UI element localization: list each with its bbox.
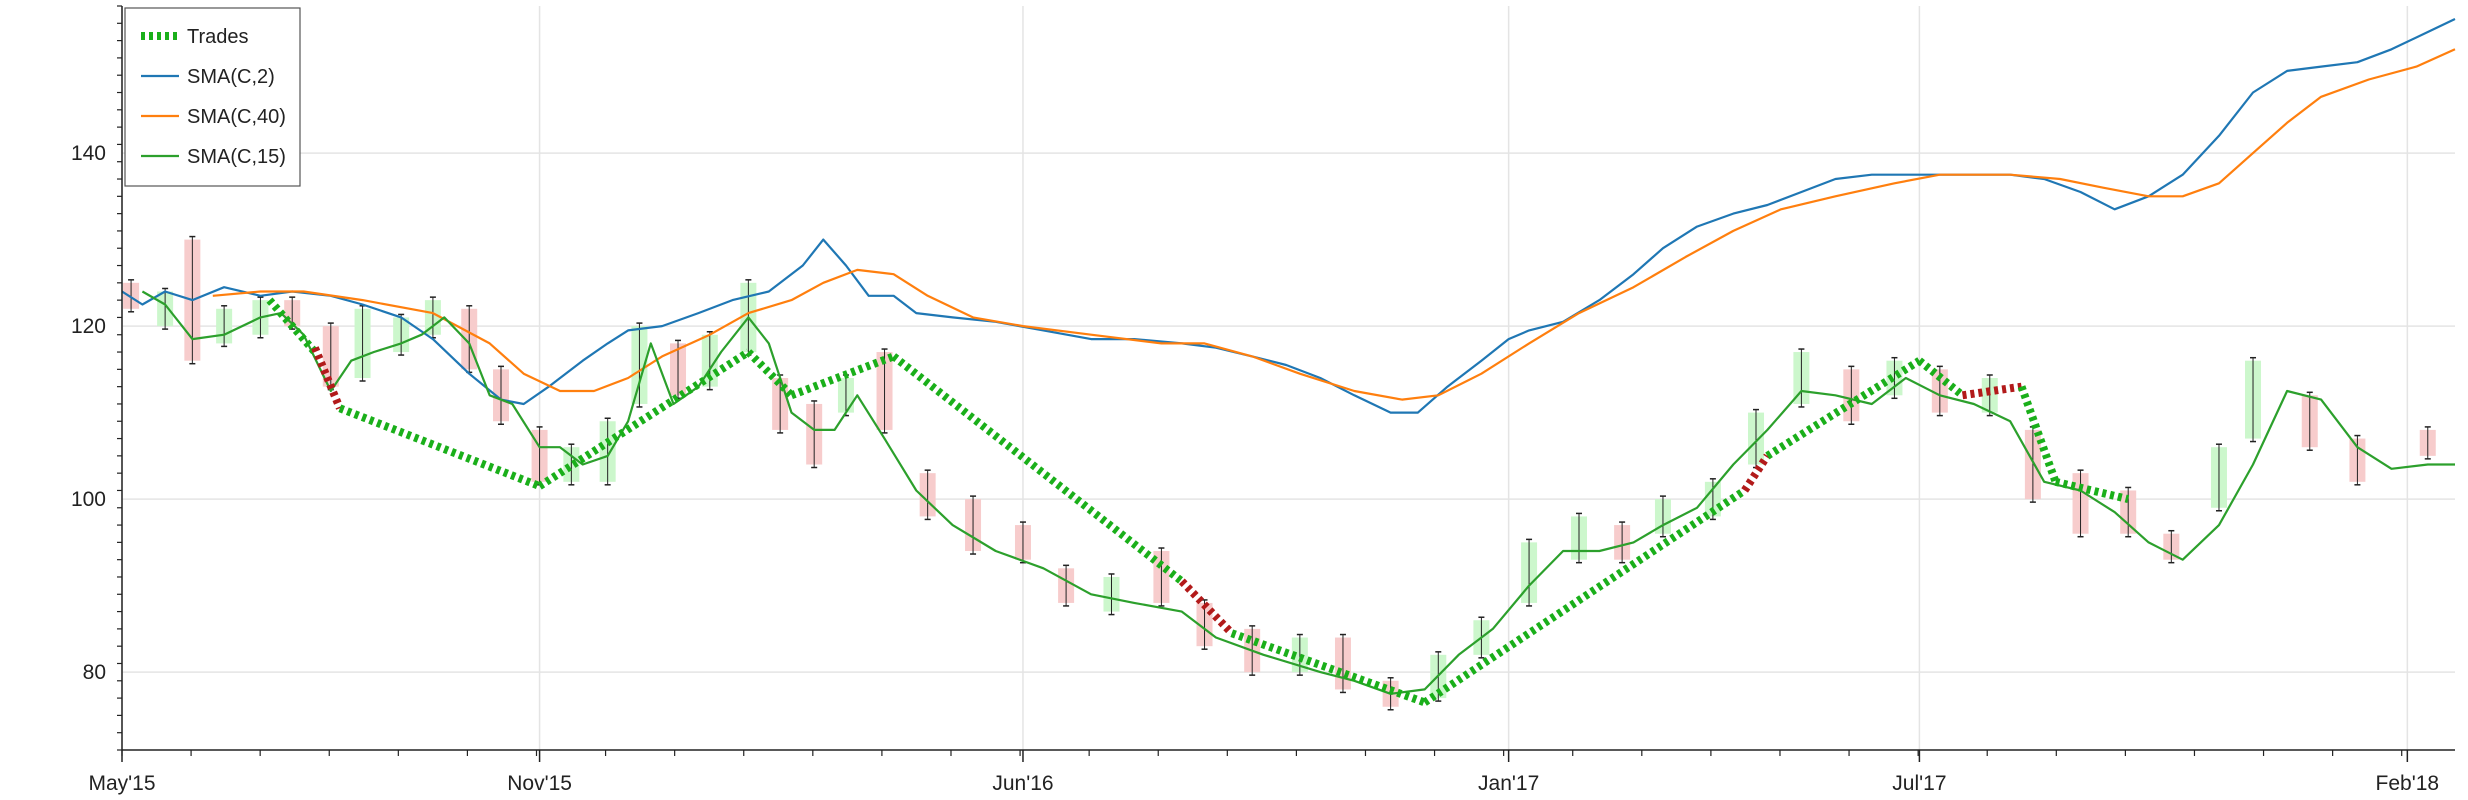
trade-win bbox=[745, 349, 795, 399]
trade-win bbox=[1916, 357, 1966, 399]
trade-win bbox=[891, 353, 1185, 585]
axes: 80 100 120 140 May'15 Nov'15 Jun'16 Jan'17 Jul'1… bbox=[71, 5, 2455, 795]
legend: Trades SMA(C,2) SMA(C,40) SMA(C,15) bbox=[124, 7, 301, 187]
y-tick-label: 140 bbox=[71, 142, 106, 165]
y-tick-label: 80 bbox=[83, 661, 106, 684]
x-tick-label: Feb'18 bbox=[2376, 772, 2440, 795]
x-tick-label: Jun'16 bbox=[992, 772, 1053, 795]
series-line-sma-c-2 bbox=[121, 18, 2456, 414]
series-lines bbox=[121, 18, 2456, 695]
x-tick-label: Nov'15 bbox=[507, 772, 572, 795]
trade-win bbox=[266, 297, 318, 355]
grid bbox=[121, 6, 2455, 750]
trade-win bbox=[338, 404, 542, 490]
series-line-sma-c-40 bbox=[212, 48, 2456, 401]
x-tick-label: Jul'17 bbox=[1892, 772, 1946, 795]
x-tick-label: May'15 bbox=[88, 772, 155, 795]
legend-label: Trades bbox=[187, 26, 249, 48]
legend-label: SMA(C,40) bbox=[187, 106, 286, 128]
trade-win bbox=[2017, 385, 2060, 484]
trade-loss bbox=[1741, 453, 1771, 493]
legend-label: SMA(C,2) bbox=[187, 66, 275, 88]
series-line-sma-c-15 bbox=[141, 290, 2455, 695]
y-tick-label: 100 bbox=[71, 488, 106, 511]
trades bbox=[266, 297, 2130, 707]
trade-win bbox=[1230, 629, 1427, 707]
legend-label: SMA(C,15) bbox=[187, 146, 286, 168]
trade-loss bbox=[1961, 382, 2023, 400]
trade-loss bbox=[311, 346, 344, 410]
x-tick-label: Jan'17 bbox=[1478, 772, 1539, 795]
trade-win bbox=[1765, 357, 1922, 460]
candles bbox=[123, 235, 2436, 711]
trade-win bbox=[790, 352, 896, 400]
y-tick-label: 120 bbox=[71, 315, 106, 338]
trade-win bbox=[537, 348, 751, 490]
plot-background bbox=[122, 6, 2455, 750]
